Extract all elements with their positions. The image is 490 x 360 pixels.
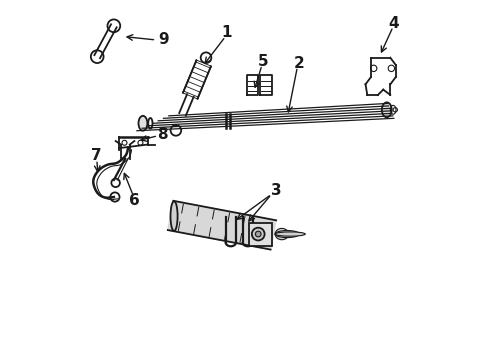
Circle shape: [252, 228, 265, 240]
Text: 3: 3: [271, 183, 281, 198]
Text: 5: 5: [258, 54, 269, 69]
Polygon shape: [183, 60, 211, 99]
Polygon shape: [168, 201, 276, 249]
Text: 4: 4: [389, 16, 399, 31]
Ellipse shape: [171, 201, 177, 231]
Ellipse shape: [275, 228, 289, 240]
Text: 6: 6: [129, 193, 140, 208]
Ellipse shape: [275, 232, 305, 236]
Ellipse shape: [275, 230, 299, 238]
FancyBboxPatch shape: [248, 222, 271, 246]
Text: 7: 7: [91, 148, 101, 163]
Ellipse shape: [382, 102, 392, 117]
Text: 2: 2: [294, 55, 304, 71]
Circle shape: [255, 231, 261, 237]
Ellipse shape: [139, 116, 147, 131]
Text: 8: 8: [157, 127, 168, 142]
Text: 9: 9: [158, 32, 169, 48]
Text: 1: 1: [221, 26, 232, 40]
